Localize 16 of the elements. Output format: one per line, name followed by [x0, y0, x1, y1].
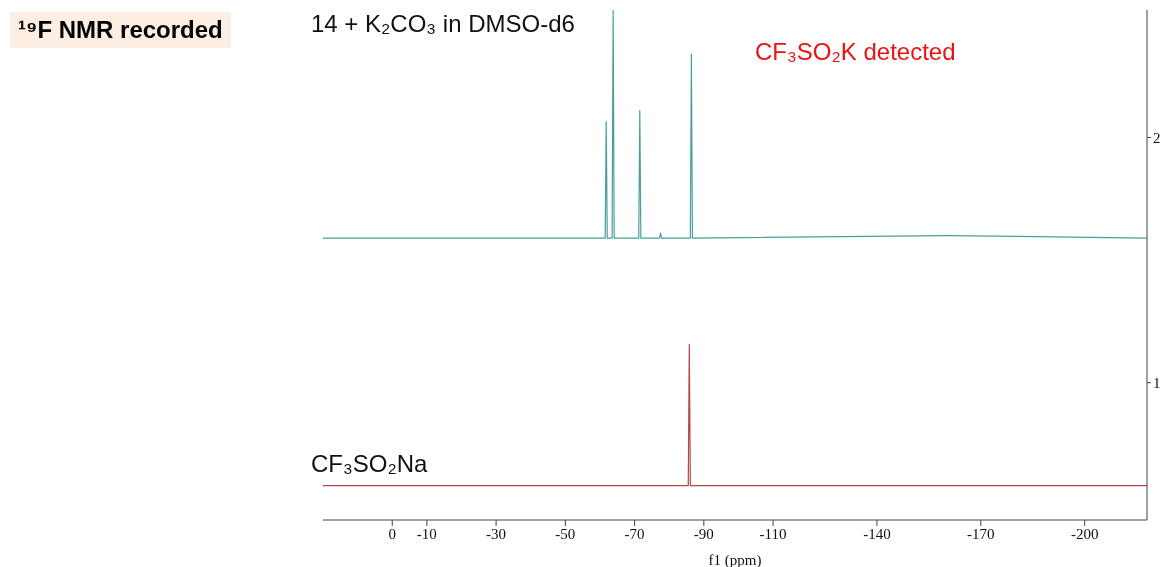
text: ¹⁹F NMR recorded	[10, 12, 231, 48]
series-label: 14 + K₂CO₃ in DMSO-d6	[311, 10, 575, 39]
x-tick-label: -170	[967, 525, 995, 542]
x-tick-label: -140	[863, 525, 891, 542]
x-tick-label: -70	[624, 525, 645, 542]
x-tick-label: -200	[1070, 525, 1099, 542]
series-label: CF₃SO₂Na	[311, 449, 428, 478]
y-tick-label: 1	[1153, 375, 1161, 392]
x-tick-label: -90	[693, 525, 714, 542]
y-tick-label: 2	[1153, 129, 1161, 146]
x-tick-label: -30	[486, 525, 507, 542]
x-tick-label: -50	[555, 525, 576, 542]
x-tick-label: -10	[416, 525, 437, 542]
annotation: CF₃SO₂K detected	[755, 38, 956, 66]
x-tick-label: -110	[759, 525, 787, 542]
x-tick-label: 0	[388, 525, 396, 542]
